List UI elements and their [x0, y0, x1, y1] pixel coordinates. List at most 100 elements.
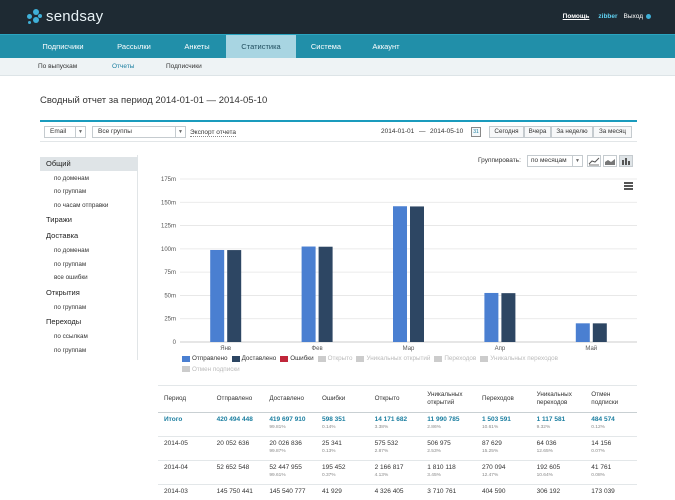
- legend-item[interactable]: Отправлено: [182, 354, 228, 363]
- logo-text: sendsay: [46, 8, 104, 25]
- sidebar-item-clicks[interactable]: Переходы: [46, 317, 82, 326]
- cell-value: 270 094: [481, 464, 506, 471]
- cell-percent: 99.81%: [269, 425, 286, 430]
- calendar-icon[interactable]: 31: [471, 127, 481, 137]
- period-week-button[interactable]: За неделю: [551, 126, 593, 138]
- cell-percent: 9.32%: [536, 425, 551, 430]
- subnav-reports[interactable]: Отчеты: [112, 63, 135, 70]
- cell-percent: 2.86%: [427, 425, 441, 430]
- logout-link[interactable]: Выход: [623, 13, 643, 20]
- area-chart-icon[interactable]: [603, 155, 617, 167]
- table-cell-period[interactable]: 2014-05: [158, 436, 211, 461]
- cell-value: 52 447 955: [269, 464, 302, 471]
- sub-nav: По выпускам Отчеты Подписчики: [0, 58, 675, 76]
- chevron-down-icon: ▼: [75, 127, 85, 137]
- col-clicks[interactable]: Переходов: [475, 385, 531, 413]
- sidebar-item-circulation[interactable]: Тиражи: [46, 215, 72, 224]
- export-report-link[interactable]: Экспорт отчета: [190, 129, 236, 137]
- sidebar-item-delivery[interactable]: Доставка: [46, 231, 79, 240]
- bar-1-4: [592, 323, 607, 342]
- legend-item[interactable]: Переходов: [434, 354, 476, 363]
- cell-percent: 2.87%: [374, 449, 389, 454]
- grouping-select[interactable]: по месяцам ▼: [527, 155, 583, 167]
- date-from[interactable]: 2014-01-01: [381, 128, 415, 135]
- sidebar-item-general[interactable]: Общий: [40, 157, 138, 171]
- table-cell: 173 039: [585, 484, 637, 500]
- period-label: Итого: [164, 416, 183, 423]
- logout-icon[interactable]: [646, 14, 651, 19]
- sidebar-item-delivery-groups[interactable]: по группам: [54, 261, 87, 268]
- period-month-button[interactable]: За месяц: [593, 126, 632, 138]
- col-unsubscribes[interactable]: Отмен подписки: [585, 385, 637, 413]
- col-unique-clicks[interactable]: Уникальных переходов: [530, 385, 586, 413]
- legend-label: Отмен подписки: [192, 365, 240, 373]
- logo[interactable]: sendsay: [26, 8, 103, 25]
- sidebar-item-delivery-domains[interactable]: по доменам: [54, 247, 89, 254]
- chart-menu-icon[interactable]: [624, 182, 633, 190]
- cell-value: 598 351: [321, 416, 346, 423]
- col-unique-opens[interactable]: Уникальных открытий: [421, 385, 476, 413]
- bar-chart: 0 25m 50m 75m 100m 125m 150m 175m Янв Фев Мар Апр Ма…: [161, 177, 637, 352]
- nav-statistics[interactable]: Статистика: [226, 35, 296, 58]
- table-cell-period[interactable]: 2014-03: [158, 484, 211, 500]
- col-period[interactable]: Период: [158, 385, 211, 413]
- bar-chart-icon[interactable]: [619, 155, 633, 167]
- legend-item[interactable]: Уникальных открытий: [356, 354, 430, 363]
- cell-percent: 12.65%: [536, 449, 553, 454]
- table-row: 2014-04 52 652 548 52 447 955 99.61% 195 452…: [158, 460, 637, 485]
- table-cell: 41 929: [315, 484, 369, 500]
- legend-item[interactable]: Открыто: [317, 354, 353, 363]
- nav-subscribers[interactable]: Подписчики: [42, 42, 84, 51]
- x-tick-label: Апр: [495, 346, 506, 352]
- sidebar-item-general-groups[interactable]: по группам: [54, 188, 87, 195]
- cell-percent: 0.13%: [321, 449, 336, 454]
- sidebar-item-general-domains[interactable]: по доменам: [54, 175, 89, 182]
- table-cell: 420 494 448: [210, 412, 264, 437]
- legend-swatch: [434, 355, 443, 362]
- legend-item[interactable]: Отмен подписки: [182, 365, 240, 374]
- legend-item[interactable]: Доставлено: [231, 354, 276, 363]
- nav-mailings[interactable]: Рассылки: [117, 42, 151, 51]
- x-tick-label: Мар: [403, 346, 415, 352]
- legend-item[interactable]: Уникальных переходов: [480, 354, 558, 363]
- subnav-by-issues[interactable]: По выпускам: [38, 63, 78, 70]
- channel-select[interactable]: Email ▼: [44, 126, 86, 138]
- help-link[interactable]: Помощь: [562, 13, 590, 20]
- nav-forms[interactable]: Анкеты: [184, 42, 210, 51]
- sidebar-item-delivery-errors[interactable]: все ошибки: [54, 274, 88, 281]
- sidebar-item-clicks-groups[interactable]: по группам: [54, 347, 87, 354]
- period-today-button[interactable]: Сегодня: [489, 126, 524, 138]
- sidebar-item-opens-groups[interactable]: по группам: [54, 304, 87, 311]
- cell-percent: 0.08%: [591, 473, 605, 478]
- user-link[interactable]: zibber: [598, 13, 618, 20]
- col-delivered[interactable]: Доставлено: [263, 385, 316, 413]
- sidebar-item-general-hours[interactable]: по часам отправки: [54, 202, 109, 209]
- y-tick-label: 100m: [161, 247, 176, 253]
- sidebar-item-clicks-links[interactable]: по ссылкам: [54, 333, 88, 340]
- cell-value: 575 532: [374, 440, 399, 447]
- col-sent[interactable]: Отправлено: [210, 385, 264, 413]
- cell-percent: 12.47%: [481, 473, 499, 478]
- legend-item[interactable]: Ошибки: [280, 354, 314, 363]
- table-cell: 484 574 0.12%: [585, 412, 637, 437]
- line-chart-icon[interactable]: [587, 155, 601, 167]
- subnav-subscribers[interactable]: Подписчики: [166, 63, 202, 70]
- cell-value: 20 026 836: [269, 440, 302, 447]
- legend-label: Отправлено: [192, 355, 228, 362]
- nav-system[interactable]: Система: [310, 42, 342, 51]
- sidebar-item-opens[interactable]: Открытия: [46, 288, 80, 297]
- col-errors[interactable]: Ошибки: [315, 385, 369, 413]
- table-cell: 52 652 548: [210, 460, 264, 485]
- table-cell-period[interactable]: 2014-04: [158, 460, 211, 485]
- col-opened[interactable]: Открыто: [368, 385, 422, 413]
- table-cell: 1 503 591 10.61%: [475, 412, 531, 437]
- date-to[interactable]: 2014-05-10: [430, 128, 464, 135]
- top-links: Помощь zibber Выход: [563, 13, 651, 20]
- table-cell: 1 810 118 3.45%: [421, 460, 476, 485]
- nav-account[interactable]: Аккаунт: [372, 42, 400, 51]
- group-select[interactable]: Все группы ▼: [92, 126, 186, 138]
- table-cell: 25 341 0.13%: [315, 436, 369, 461]
- period-yesterday-button[interactable]: Вчера: [524, 126, 551, 138]
- cell-percent: 0.12%: [591, 425, 605, 430]
- legend-label: Открыто: [327, 355, 353, 362]
